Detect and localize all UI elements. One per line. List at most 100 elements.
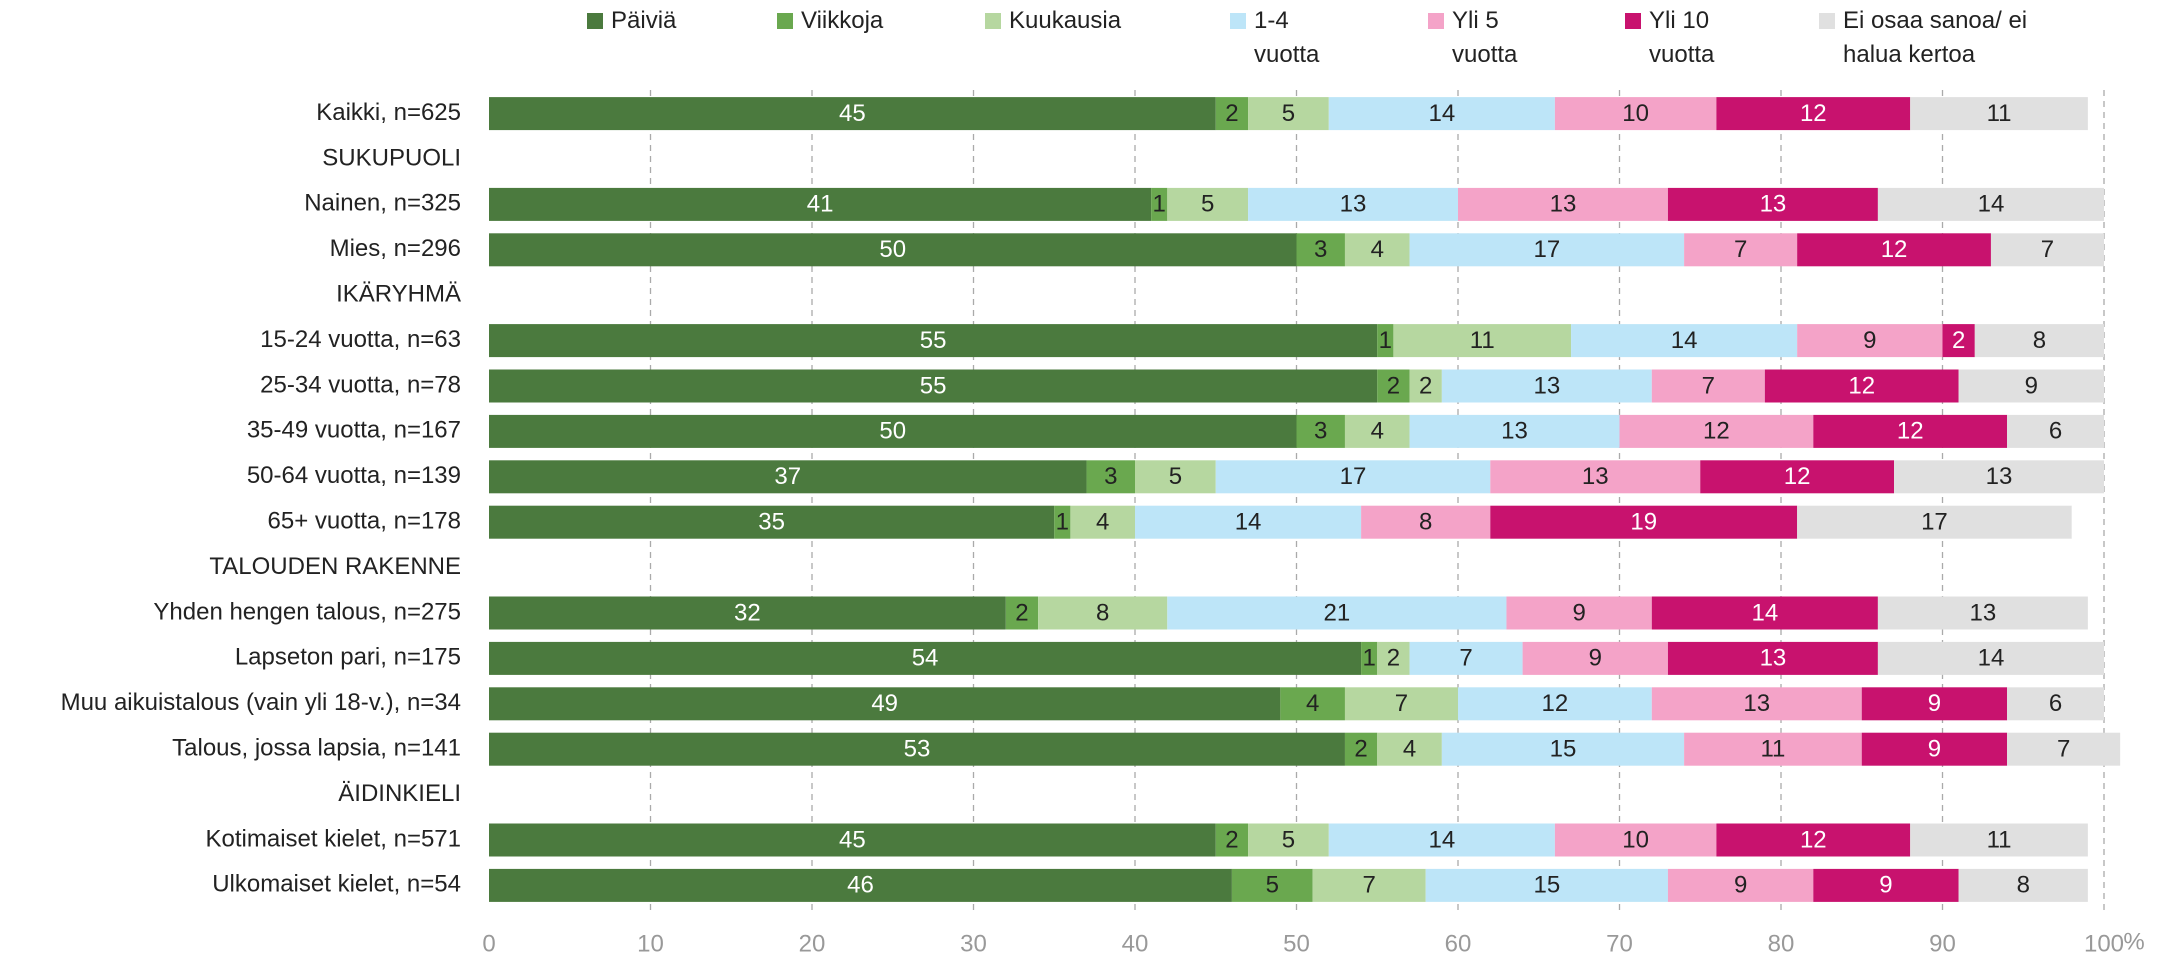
data-label: 11 — [1470, 327, 1495, 354]
bar-segment — [1651, 369, 1765, 403]
bar-segment — [1328, 823, 1555, 857]
data-label: 4 — [1403, 736, 1416, 763]
legend-item: Yli 10 vuotta — [1625, 4, 1739, 72]
legend-label: Viikkoja — [801, 7, 884, 34]
data-label: 55 — [920, 372, 947, 399]
bar-segment — [1361, 641, 1378, 675]
data-label: 3 — [1104, 463, 1117, 490]
bar-segment — [1344, 732, 1378, 766]
bar-segment — [1344, 414, 1410, 448]
bar-segment — [1441, 369, 1652, 403]
category-label: TALOUDEN RAKENNE — [209, 553, 461, 580]
data-label: 14 — [1671, 327, 1698, 354]
data-label: 46 — [847, 872, 874, 899]
bar-segment — [1393, 324, 1572, 358]
data-label: 9 — [1863, 327, 1876, 354]
bar-segment — [1409, 414, 1620, 448]
data-label: 45 — [839, 826, 866, 853]
legend-label: 1-4 vuotta — [1254, 7, 1320, 68]
bar-segment — [1215, 823, 1249, 857]
bar-segment — [1797, 505, 2072, 539]
data-label: 8 — [2017, 872, 2030, 899]
data-label: 13 — [1970, 599, 1997, 626]
data-label: 2 — [1354, 736, 1367, 763]
data-label: 9 — [1928, 690, 1941, 717]
bar-segment — [489, 369, 1378, 403]
legend-swatch — [777, 13, 793, 29]
data-label: 13 — [1340, 191, 1367, 218]
data-label: 9 — [1734, 872, 1747, 899]
data-label: 9 — [1572, 599, 1585, 626]
data-label: 7 — [1362, 872, 1375, 899]
data-label: 7 — [1702, 372, 1715, 399]
data-label: 4 — [1371, 418, 1384, 445]
bar-segment — [1296, 414, 1345, 448]
bar-segment — [1571, 324, 1798, 358]
bar-segment — [489, 324, 1378, 358]
bar-segment — [1328, 97, 1555, 131]
x-tick-label: 10 — [637, 930, 664, 957]
bar-segment — [1490, 505, 1798, 539]
data-label: 37 — [774, 463, 801, 490]
bar-segment — [1377, 641, 1410, 675]
legend-swatch — [1428, 13, 1444, 29]
bar-segment — [1296, 233, 1345, 267]
legend-swatch — [1230, 13, 1246, 29]
x-tick-label: 20 — [799, 930, 826, 957]
bar-segment — [1005, 596, 1039, 630]
data-label: 14 — [1978, 191, 2005, 218]
data-label: 7 — [2057, 736, 2070, 763]
data-label: 13 — [1760, 645, 1787, 672]
bar-segment — [1667, 868, 1814, 902]
x-tick-label: 100 — [2084, 930, 2124, 957]
data-label: 7 — [1734, 236, 1747, 263]
bar-segment — [1458, 687, 1652, 721]
legend-label: Yli 5 vuotta — [1452, 7, 1518, 68]
bar-segment — [1070, 505, 1135, 539]
data-label: 11 — [1987, 100, 2012, 127]
data-label: 11 — [1987, 826, 2012, 853]
x-tick-label: 0 — [482, 930, 495, 957]
data-label: 13 — [1501, 418, 1528, 445]
data-label: 9 — [1928, 736, 1941, 763]
data-label: 13 — [1760, 191, 1787, 218]
data-label: 50 — [879, 418, 906, 445]
x-axis-label: % — [2123, 928, 2144, 955]
legend-item: Päiviä — [587, 4, 761, 38]
category-label: Kaikki, n=625 — [316, 99, 461, 126]
data-label: 2 — [1225, 826, 1238, 853]
bar-segment — [1813, 414, 2008, 448]
category-label: IKÄRYHMÄ — [336, 281, 461, 308]
data-label: 1 — [1153, 191, 1166, 218]
data-label: 11 — [1760, 736, 1785, 763]
data-label: 15 — [1550, 736, 1577, 763]
data-label: 3 — [1314, 418, 1327, 445]
data-label: 14 — [1751, 599, 1778, 626]
category-label: Kotimaiset kielet, n=571 — [206, 825, 461, 852]
data-label: 5 — [1201, 191, 1214, 218]
bar-segment — [1377, 324, 1394, 358]
bar-segment — [489, 460, 1087, 494]
data-label: 6 — [2049, 690, 2062, 717]
bar-segment — [1797, 233, 1991, 267]
data-label: 8 — [1419, 509, 1432, 536]
x-tick-label: 50 — [1283, 930, 1310, 957]
data-label: 1 — [1362, 645, 1375, 672]
bar-segment — [1990, 233, 2104, 267]
data-label: 45 — [839, 100, 866, 127]
bar-segment — [1377, 369, 1410, 403]
data-label: 1 — [1379, 327, 1392, 354]
data-label: 53 — [904, 736, 931, 763]
data-label: 50 — [879, 236, 906, 263]
bar-segment — [1651, 687, 1862, 721]
data-label: 17 — [1921, 509, 1948, 536]
category-label: Talous, jossa lapsia, n=141 — [172, 735, 461, 762]
data-label: 4 — [1096, 509, 1109, 536]
data-label: 15 — [1533, 872, 1560, 899]
bar-segment — [489, 596, 1006, 630]
bar-segment — [489, 732, 1345, 766]
data-label: 12 — [1784, 463, 1811, 490]
data-label: 13 — [1533, 372, 1560, 399]
bar-segment — [489, 687, 1281, 721]
